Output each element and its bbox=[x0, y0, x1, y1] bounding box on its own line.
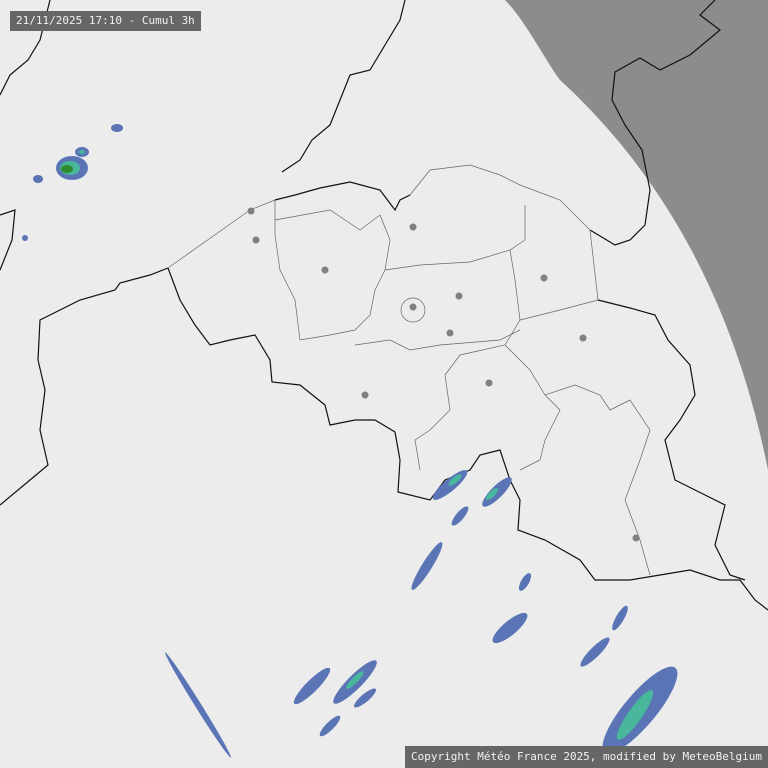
precipitation-echoes bbox=[22, 124, 678, 758]
city-dots bbox=[247, 207, 640, 542]
copyright-label: Copyright Météo France 2025, modified by… bbox=[405, 746, 768, 768]
timestamp-label: 21/11/2025 17:10 - Cumul 3h bbox=[10, 11, 201, 31]
province-borders bbox=[167, 164, 651, 576]
out-of-range-area bbox=[505, 0, 768, 470]
